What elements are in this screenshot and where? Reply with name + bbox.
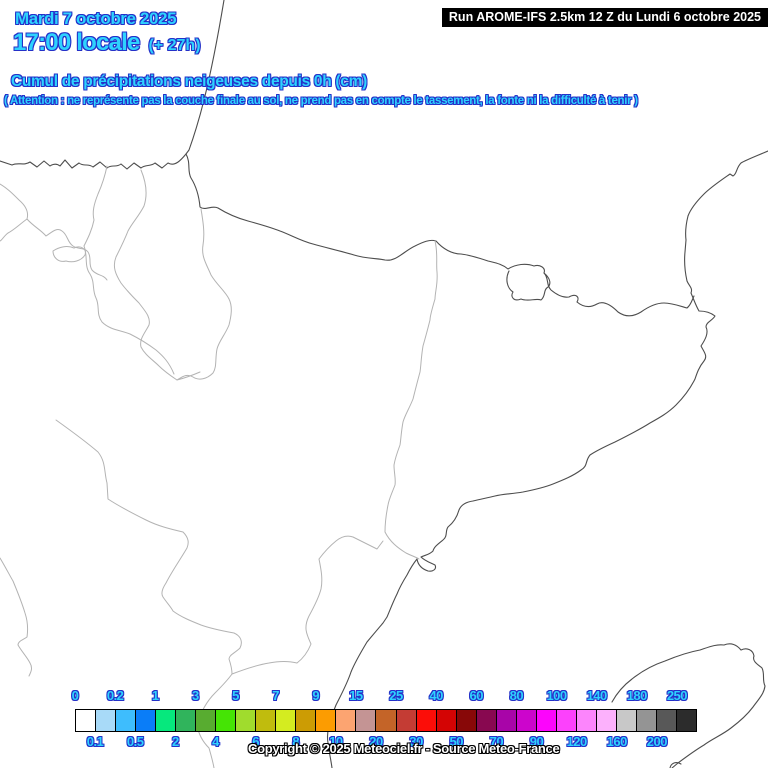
legend-boundary-label: 6 bbox=[252, 734, 259, 749]
legend-boundary-label: 80 bbox=[509, 688, 524, 703]
legend-boundary-label: 4 bbox=[212, 734, 219, 749]
andorra-outline bbox=[506, 270, 551, 301]
copyright-notice: Copyright © 2025 Meteociel.fr - Source M… bbox=[248, 741, 560, 756]
legend-boundary-label: 0 bbox=[71, 688, 79, 703]
atlantic-biscay-coastline bbox=[0, 0, 225, 170]
legend-cell bbox=[375, 710, 396, 731]
region-border-trevino-enclave bbox=[52, 246, 86, 263]
legend-boundary-label: 15 bbox=[349, 688, 363, 703]
legend-boundary-label: 200 bbox=[646, 734, 668, 749]
legend-boundary-label: 30 bbox=[409, 734, 423, 749]
small-island-arc bbox=[669, 762, 682, 768]
legend-boundary-label: 100 bbox=[546, 688, 567, 703]
legend-boundary-label: 2 bbox=[171, 734, 179, 749]
legend-cell bbox=[315, 710, 336, 731]
region-border-rioja bbox=[83, 245, 175, 375]
pyrenees-border bbox=[185, 153, 695, 317]
region-border-west-branch bbox=[0, 218, 28, 242]
legend-boundary-label: 120 bbox=[566, 734, 588, 749]
legend-boundary-label: 140 bbox=[586, 688, 608, 703]
legend-boundary-label: 3 bbox=[192, 688, 199, 703]
legend-boundary-label: 0.2 bbox=[106, 688, 124, 703]
legend-boundary-label: 90 bbox=[529, 734, 544, 749]
legend-cell bbox=[435, 710, 456, 731]
legend-cell bbox=[95, 710, 116, 731]
region-border-navarra-east bbox=[176, 208, 232, 381]
mallorca-coastline bbox=[611, 643, 766, 768]
legend-cell bbox=[335, 710, 356, 731]
legend-boundary-label: 9 bbox=[312, 688, 320, 703]
forecast-date: Mardi 7 octobre 2025 bbox=[15, 9, 177, 28]
legend-boundary-label: 25 bbox=[389, 688, 403, 703]
legend-boundary-label: 40 bbox=[429, 688, 443, 703]
legend-color-bar bbox=[75, 709, 697, 732]
legend-cell bbox=[395, 710, 416, 731]
legend-cell bbox=[675, 710, 696, 731]
legend-cell bbox=[595, 710, 616, 731]
legend-boundary-label: 0.5 bbox=[126, 734, 144, 749]
legend-boundary-label: 180 bbox=[626, 688, 648, 703]
legend-cell bbox=[215, 710, 236, 731]
legend-cell bbox=[175, 710, 196, 731]
region-border-navarra-west bbox=[113, 169, 178, 381]
legend-cell bbox=[655, 710, 676, 731]
legend-cell bbox=[515, 710, 536, 731]
legend-cell bbox=[415, 710, 436, 731]
region-border-teruel-loop bbox=[55, 419, 242, 768]
legend-cell bbox=[275, 710, 296, 731]
legend-cell bbox=[76, 710, 96, 731]
region-border-valencia-branch bbox=[231, 535, 384, 675]
legend-cell bbox=[195, 710, 216, 731]
legend-cell bbox=[615, 710, 636, 731]
legend-boundary-label: 7 bbox=[272, 688, 280, 703]
legend-cell bbox=[235, 710, 256, 731]
legend-cell bbox=[135, 710, 156, 731]
legend-cell bbox=[255, 710, 276, 731]
legend-cell bbox=[115, 710, 136, 731]
forecast-time-row: 17:00 locale (+ 27h) bbox=[13, 29, 201, 57]
legend-cell bbox=[635, 710, 656, 731]
region-border-cuenca bbox=[0, 557, 33, 677]
legend-cell bbox=[475, 710, 496, 731]
map-warning-note: ( Attention : ne représente pas la couch… bbox=[4, 95, 638, 107]
model-run-banner: Run AROME-IFS 2.5km 12 Z du Lundi 6 octo… bbox=[441, 8, 768, 27]
legend-cell bbox=[495, 710, 516, 731]
legend-boundary-label: 250 bbox=[666, 688, 688, 703]
region-border-basque bbox=[0, 183, 108, 281]
legend-boundary-label: 5 bbox=[232, 688, 239, 703]
legend-cell bbox=[575, 710, 596, 731]
legend-boundary-label: 160 bbox=[606, 734, 628, 749]
legend-boundary-label: 50 bbox=[449, 734, 463, 749]
mediterranean-coastline bbox=[326, 150, 768, 768]
legend-boundary-label: 10 bbox=[329, 734, 343, 749]
map-title: Cumul de précipitations neigeuses depuis… bbox=[11, 73, 367, 90]
legend-cell bbox=[155, 710, 176, 731]
legend-boundary-label: 60 bbox=[469, 688, 484, 703]
legend-cell bbox=[535, 710, 556, 731]
legend-boundary-label: 1 bbox=[151, 688, 159, 703]
legend-boundary-label: 8 bbox=[292, 734, 300, 749]
legend-cell bbox=[295, 710, 316, 731]
legend-cell bbox=[555, 710, 576, 731]
forecast-hour-offset: (+ 27h) bbox=[148, 37, 201, 54]
legend-boundary-label: 20 bbox=[369, 734, 383, 749]
forecast-local-time: 17:00 locale bbox=[13, 29, 140, 56]
legend-boundary-label: 70 bbox=[489, 734, 504, 749]
region-border-catalonia-aragon bbox=[384, 240, 438, 560]
legend-cell bbox=[355, 710, 376, 731]
legend-boundary-label: 0.1 bbox=[86, 734, 104, 749]
legend-cell bbox=[455, 710, 476, 731]
region-border-vizcaya bbox=[83, 165, 108, 247]
